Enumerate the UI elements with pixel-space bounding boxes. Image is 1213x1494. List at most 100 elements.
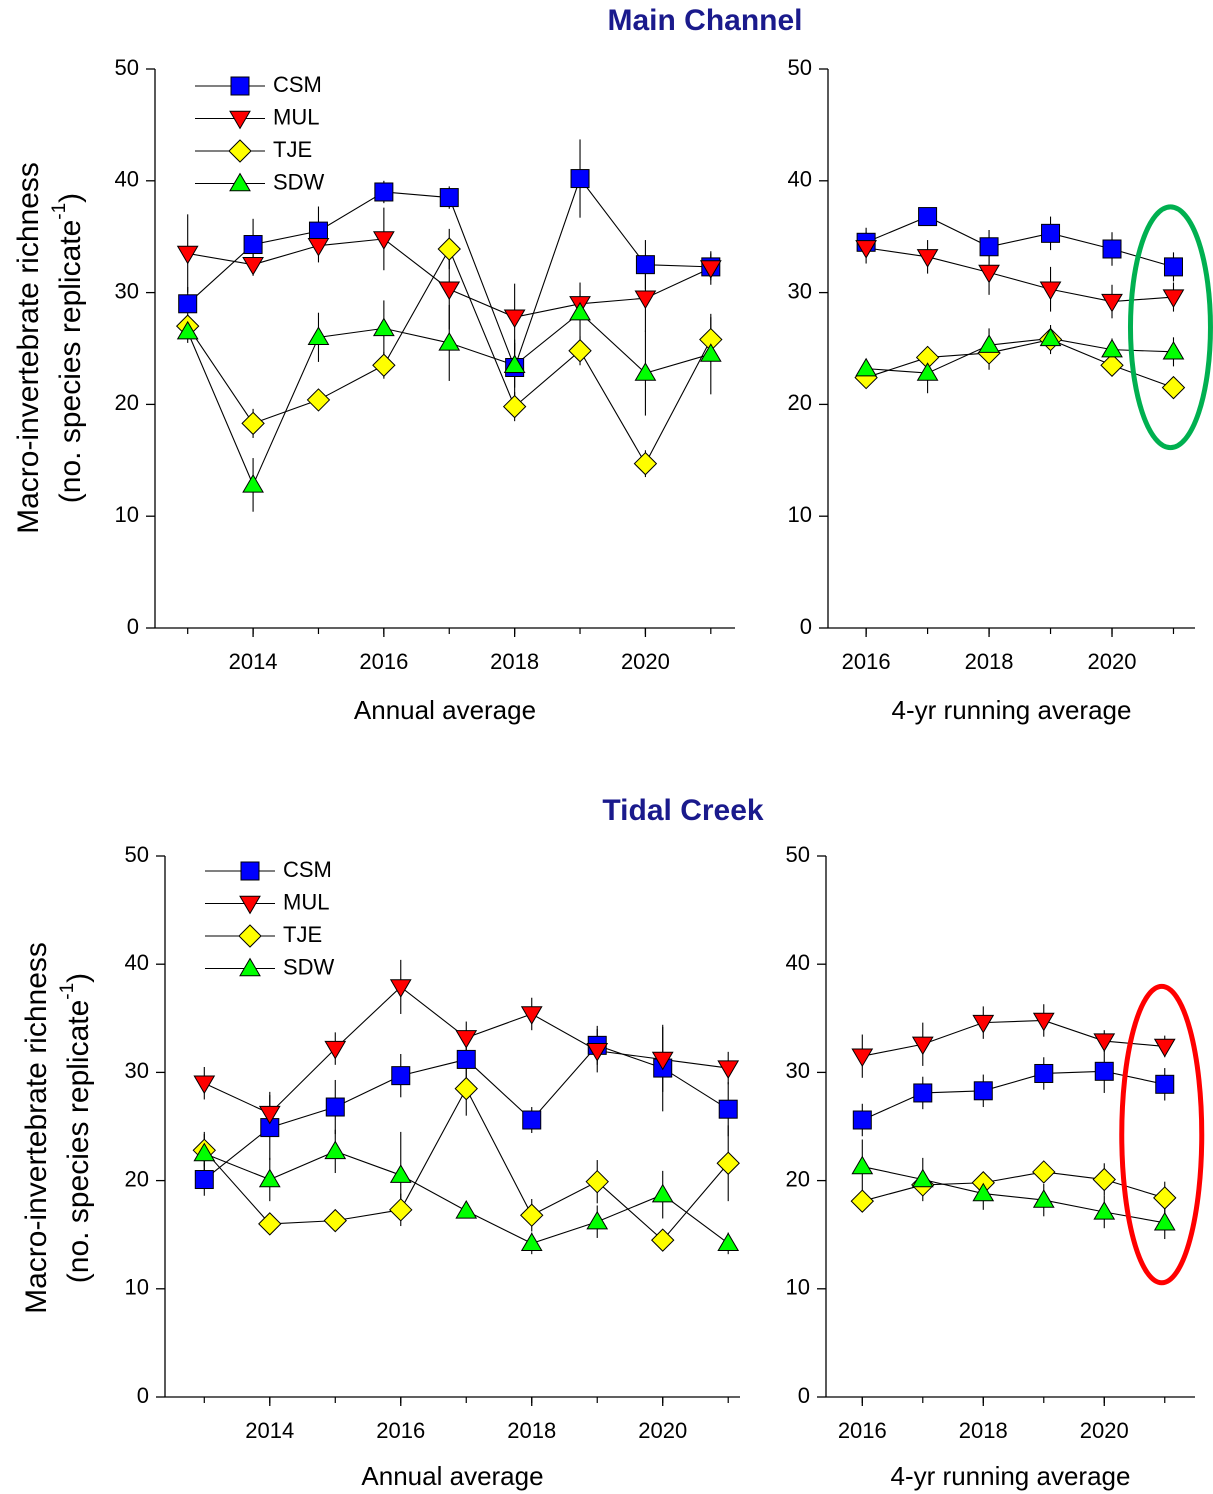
marker bbox=[372, 317, 395, 337]
marker bbox=[570, 169, 590, 189]
marker bbox=[978, 334, 1000, 353]
y-tick-label: 0 bbox=[127, 614, 139, 639]
x-tick-label: 2016 bbox=[376, 1418, 425, 1443]
marker bbox=[911, 1036, 934, 1056]
x-tick-label: 2016 bbox=[359, 649, 408, 674]
marker bbox=[911, 1168, 934, 1188]
marker bbox=[194, 1170, 214, 1190]
series-line bbox=[865, 338, 1174, 389]
x-axis-label: 4-yr running average bbox=[891, 1461, 1131, 1491]
x-tick-label: 2018 bbox=[507, 1418, 556, 1443]
y-axis-label: (no. species replicate-1) bbox=[49, 193, 87, 503]
y-axis-label-end: ) bbox=[54, 193, 87, 203]
marker bbox=[918, 207, 938, 227]
marker bbox=[1155, 1074, 1175, 1094]
x-tick-label: 2018 bbox=[965, 649, 1014, 674]
marker bbox=[241, 411, 265, 436]
marker bbox=[389, 1164, 412, 1183]
y-tick-label: 20 bbox=[788, 390, 812, 415]
y-tick-label: 30 bbox=[788, 278, 812, 303]
marker bbox=[391, 1066, 411, 1086]
marker bbox=[439, 188, 459, 208]
marker bbox=[239, 895, 261, 915]
marker bbox=[325, 1097, 345, 1117]
x-tick-label: 2020 bbox=[621, 649, 670, 674]
marker bbox=[635, 255, 655, 275]
y-tick-label: 30 bbox=[125, 1058, 149, 1083]
marker bbox=[324, 1140, 347, 1160]
y-axis-label-line: (no. species replicate bbox=[62, 1000, 95, 1283]
marker bbox=[456, 1049, 476, 1069]
marker bbox=[438, 281, 461, 301]
x-axis-label: Annual average bbox=[361, 1461, 543, 1491]
legend-label: CSM bbox=[283, 857, 332, 882]
y-tick-label: 40 bbox=[788, 167, 812, 192]
marker bbox=[193, 1075, 216, 1095]
series-line bbox=[862, 1165, 1165, 1224]
marker bbox=[1161, 375, 1186, 400]
marker bbox=[389, 1198, 413, 1222]
marker bbox=[238, 924, 262, 948]
marker bbox=[716, 1151, 740, 1175]
marker bbox=[437, 237, 461, 261]
y-tick-label: 30 bbox=[786, 1058, 810, 1083]
marker bbox=[852, 1110, 872, 1130]
marker bbox=[502, 394, 527, 419]
y-tick-label: 50 bbox=[115, 55, 139, 80]
marker bbox=[634, 290, 657, 310]
marker bbox=[1102, 239, 1122, 259]
marker bbox=[455, 1200, 478, 1219]
y-tick-label: 40 bbox=[786, 950, 810, 975]
marker bbox=[1153, 1211, 1176, 1231]
y-axis-label: (no. species replicate-1) bbox=[57, 973, 95, 1283]
marker bbox=[978, 264, 1000, 284]
marker bbox=[258, 1105, 281, 1125]
marker bbox=[1093, 1201, 1116, 1220]
legend-label: TJE bbox=[273, 137, 312, 162]
marker bbox=[717, 1232, 740, 1252]
y-axis-label-line: Macro-invertebrate richness bbox=[12, 162, 45, 534]
marker bbox=[243, 235, 263, 255]
series-line bbox=[862, 1070, 1165, 1121]
marker bbox=[438, 332, 461, 351]
x-tick-label: 2020 bbox=[1080, 1418, 1129, 1443]
marker bbox=[568, 339, 592, 363]
y-tick-label: 10 bbox=[115, 502, 139, 527]
marker bbox=[389, 979, 412, 998]
y-tick-label: 50 bbox=[125, 842, 149, 867]
marker bbox=[1163, 257, 1183, 277]
marker bbox=[1100, 353, 1124, 377]
marker bbox=[633, 451, 658, 476]
marker bbox=[717, 1060, 740, 1079]
x-axis-label: 4-yr running average bbox=[892, 695, 1132, 725]
marker bbox=[1032, 1012, 1055, 1032]
marker bbox=[851, 1048, 874, 1068]
x-tick-label: 2018 bbox=[959, 1418, 1008, 1443]
y-tick-label: 0 bbox=[800, 614, 812, 639]
y-tick-label: 20 bbox=[125, 1166, 149, 1191]
marker bbox=[973, 1081, 993, 1101]
series-line bbox=[862, 1019, 1165, 1057]
marker bbox=[258, 1168, 281, 1188]
legend-label: SDW bbox=[273, 169, 325, 194]
y-tick-label: 30 bbox=[115, 278, 139, 303]
y-tick-label: 40 bbox=[115, 167, 139, 192]
marker bbox=[585, 1169, 609, 1194]
y-axis-label-line: Macro-invertebrate richness bbox=[20, 942, 53, 1314]
series-line bbox=[866, 337, 1174, 374]
marker bbox=[228, 139, 252, 163]
y-axis-label-superscript: -1 bbox=[49, 203, 70, 220]
y-axis-label: Macro-invertebrate richness bbox=[12, 162, 45, 534]
marker bbox=[1153, 1038, 1176, 1058]
marker bbox=[1034, 1063, 1054, 1083]
marker bbox=[230, 76, 250, 96]
marker bbox=[503, 309, 526, 329]
marker bbox=[916, 249, 939, 268]
marker bbox=[178, 294, 198, 314]
panel-title: Main Channel bbox=[607, 4, 802, 37]
marker bbox=[1153, 1186, 1177, 1210]
panel: 0 10 20 30 40 50 2014 2016 2018 2020 Annual averag… bbox=[20, 794, 764, 1491]
marker bbox=[372, 231, 395, 250]
marker bbox=[324, 1040, 347, 1060]
marker bbox=[1092, 1167, 1116, 1192]
